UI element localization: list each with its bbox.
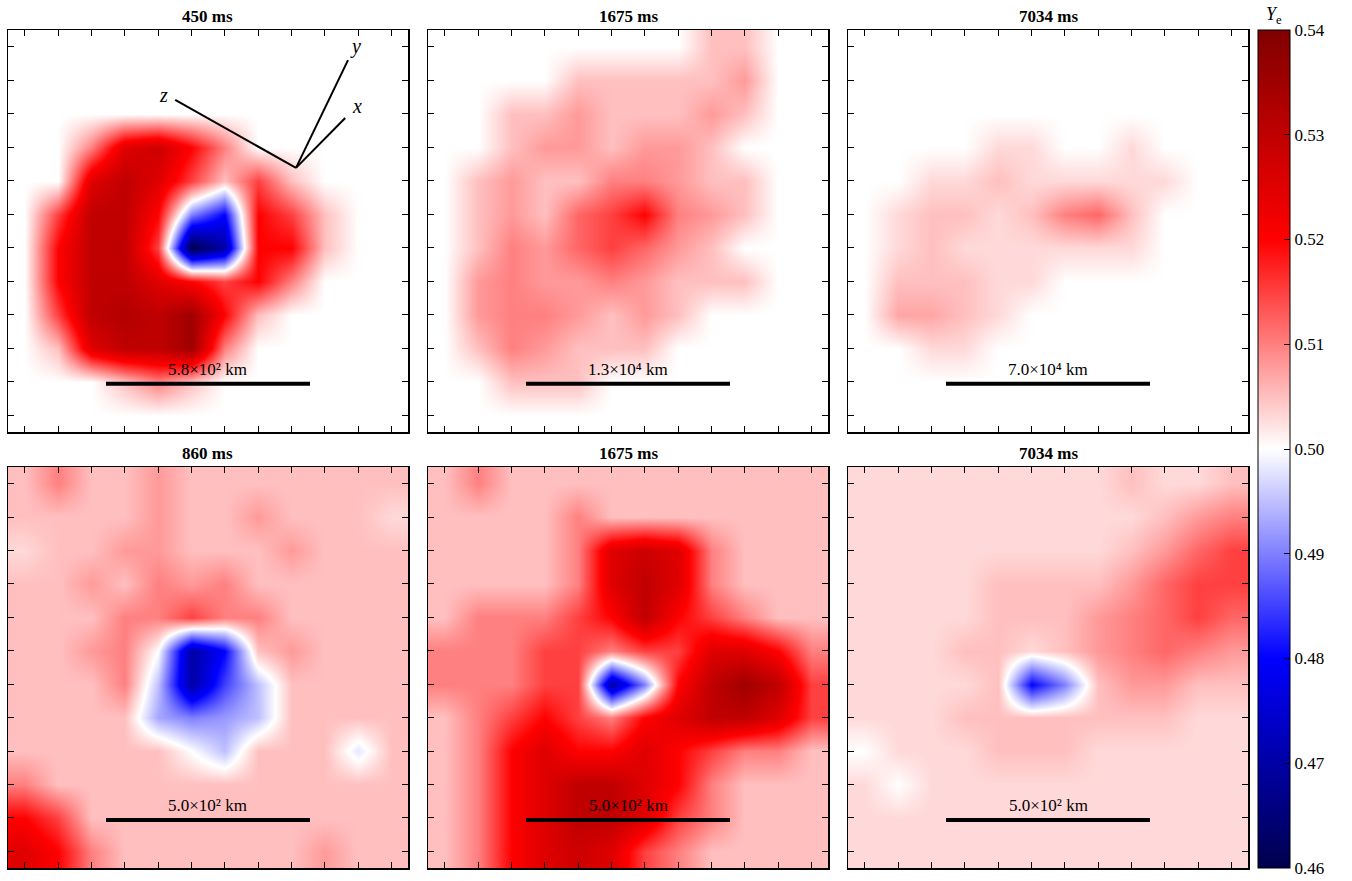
svg-text:Y​e​: Y​e​: [1266, 4, 1282, 27]
svg-text:0.51: 0.51: [1294, 335, 1324, 354]
svg-text:5.8×10² km: 5.8×10² km: [168, 360, 247, 379]
svg-text:5.0×10² km: 5.0×10² km: [1009, 796, 1088, 815]
svg-text:0.52: 0.52: [1294, 230, 1324, 249]
svg-text:0.54: 0.54: [1294, 21, 1324, 40]
svg-text:y: y: [350, 35, 361, 58]
svg-text:1675 ms: 1675 ms: [599, 7, 658, 26]
svg-text:x: x: [352, 95, 362, 117]
svg-text:0.46: 0.46: [1294, 859, 1324, 878]
svg-text:0.50: 0.50: [1294, 440, 1324, 459]
svg-text:0.47: 0.47: [1294, 754, 1324, 773]
svg-text:860 ms: 860 ms: [182, 444, 233, 463]
svg-text:0.49: 0.49: [1294, 545, 1324, 564]
svg-text:5.0×10² km: 5.0×10² km: [168, 796, 247, 815]
svg-text:7034 ms: 7034 ms: [1019, 7, 1078, 26]
svg-text:5.0×10² km: 5.0×10² km: [589, 796, 668, 815]
svg-text:7.0×10⁴ km: 7.0×10⁴ km: [1008, 360, 1088, 379]
svg-text:7034 ms: 7034 ms: [1019, 444, 1078, 463]
svg-text:1675 ms: 1675 ms: [599, 444, 658, 463]
svg-text:1.3×10⁴ km: 1.3×10⁴ km: [588, 360, 668, 379]
svg-text:450 ms: 450 ms: [182, 7, 233, 26]
svg-text:0.53: 0.53: [1294, 126, 1324, 145]
svg-text:z: z: [159, 84, 168, 106]
svg-text:0.48: 0.48: [1294, 649, 1324, 668]
